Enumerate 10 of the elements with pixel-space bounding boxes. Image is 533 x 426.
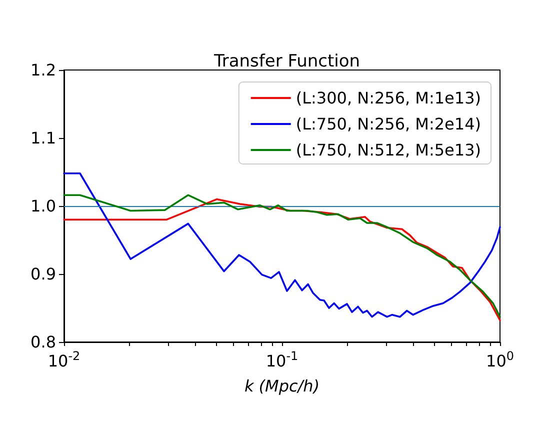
chart-title: Transfer Function <box>212 52 360 72</box>
legend-label: (L:750, N:256, M:2e14) <box>296 114 482 134</box>
y-tick-label: 0.9 <box>30 264 56 284</box>
legend-label: (L:750, N:512, M:5e13) <box>296 140 482 160</box>
x-axis-title: k (Mpc/h) <box>244 376 320 396</box>
y-tick-label: 1.1 <box>30 128 56 148</box>
legend-label: (L:300, N:256, M:1e13) <box>296 88 482 108</box>
y-tick-label: 1.0 <box>30 196 56 216</box>
y-tick-label: 1.2 <box>30 60 56 80</box>
y-tick-label: 0.8 <box>30 332 56 352</box>
